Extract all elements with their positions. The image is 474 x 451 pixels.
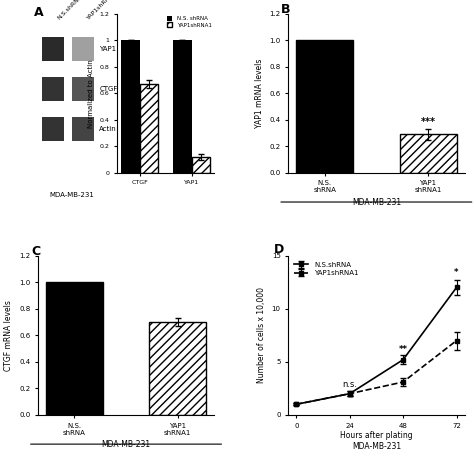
Y-axis label: YAP1 mRNA levels: YAP1 mRNA levels (255, 59, 264, 128)
FancyBboxPatch shape (72, 37, 94, 61)
FancyBboxPatch shape (42, 77, 64, 101)
X-axis label: Hours after plating
MDA-MB-231: Hours after plating MDA-MB-231 (340, 431, 413, 451)
Bar (191, 157, 210, 173)
Y-axis label: CTGF mRNA levels: CTGF mRNA levels (4, 300, 13, 371)
Text: **: ** (399, 345, 408, 354)
Legend: N.S.shRNA, YAP1shRNA1: N.S.shRNA, YAP1shRNA1 (292, 259, 361, 279)
Text: n.s.: n.s. (342, 380, 357, 389)
FancyBboxPatch shape (42, 37, 64, 61)
Text: N.S.shRNA: N.S.shRNA (56, 0, 83, 20)
Text: YAP1shRNA1: YAP1shRNA1 (87, 0, 118, 20)
Text: D: D (274, 243, 284, 256)
Text: MDA-MB-231: MDA-MB-231 (49, 192, 94, 198)
Bar (46, 282, 103, 415)
Text: *: * (454, 268, 459, 277)
Text: CTGF: CTGF (99, 86, 118, 92)
Text: Actin: Actin (99, 126, 117, 132)
Text: C: C (31, 245, 40, 258)
Text: YAP1: YAP1 (99, 46, 116, 52)
Text: A: A (34, 5, 44, 18)
Y-axis label: Normalized to Actin: Normalized to Actin (88, 59, 94, 128)
FancyBboxPatch shape (72, 77, 94, 101)
X-axis label: MDA-MB-231: MDA-MB-231 (352, 198, 401, 207)
FancyBboxPatch shape (72, 117, 94, 141)
Legend: N.S. shRNA, YAP1shRNA1: N.S. shRNA, YAP1shRNA1 (166, 16, 211, 28)
Bar (149, 322, 206, 415)
Y-axis label: Number of cells x 10,000: Number of cells x 10,000 (257, 287, 266, 383)
Bar (173, 40, 191, 173)
Text: **: ** (69, 284, 79, 294)
FancyBboxPatch shape (42, 117, 64, 141)
Text: B: B (281, 3, 291, 16)
Bar (121, 40, 140, 173)
X-axis label: MDA-MB-231: MDA-MB-231 (101, 440, 151, 449)
Text: ***: *** (420, 117, 436, 127)
Bar (140, 84, 158, 173)
Bar (400, 134, 456, 173)
Bar (296, 40, 353, 173)
